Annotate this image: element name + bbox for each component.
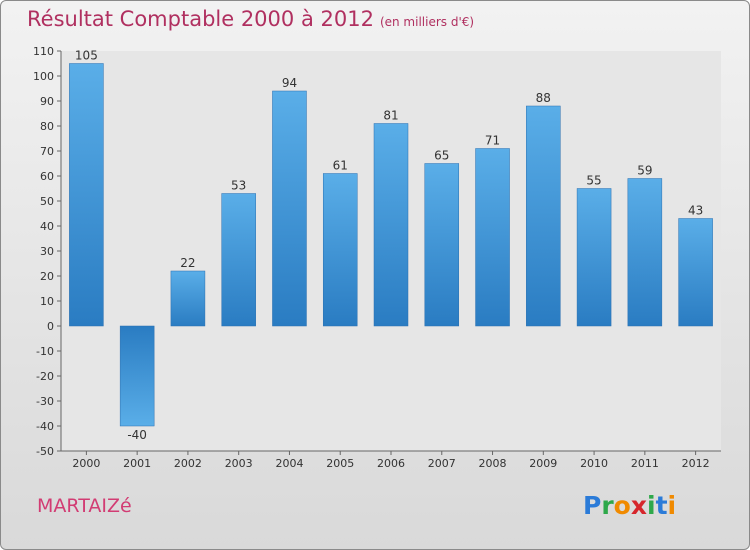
y-tick-label: 10 xyxy=(40,295,54,308)
chart-title: Résultat Comptable 2000 à 2012 (en millie… xyxy=(27,7,474,31)
y-tick-label: 90 xyxy=(40,95,54,108)
data-label: 43 xyxy=(688,204,703,218)
y-tick-label: -30 xyxy=(36,395,54,408)
data-label: 53 xyxy=(231,179,246,193)
bars xyxy=(69,63,713,427)
logo-letter: t xyxy=(655,491,668,520)
x-tick-label: 2008 xyxy=(479,457,507,470)
x-tick-label: 2002 xyxy=(174,457,202,470)
proxiti-logo: Proxiti xyxy=(583,491,676,520)
x-tick-label: 2009 xyxy=(529,457,557,470)
axes: 1101009080706050403020100-10-20-30-40-50… xyxy=(33,45,721,470)
x-tick-label: 2001 xyxy=(123,457,151,470)
y-tick-label: 60 xyxy=(40,170,54,183)
data-label: 65 xyxy=(434,149,449,163)
data-label: 61 xyxy=(333,159,348,173)
bar xyxy=(322,173,358,327)
data-label: 22 xyxy=(180,256,195,270)
logo-letter: x xyxy=(630,491,647,520)
logo-letter: r xyxy=(601,491,614,520)
bar xyxy=(69,63,104,327)
data-label: 55 xyxy=(586,174,601,188)
data-label: 81 xyxy=(383,109,398,123)
y-tick-label: 110 xyxy=(33,45,54,58)
data-labels: 105 -40 22 53 94 61 81 65 71 88 55 59 43 xyxy=(75,49,703,443)
bar xyxy=(221,193,256,327)
y-tick-label: -20 xyxy=(36,370,54,383)
x-tick-label: 2000 xyxy=(72,457,100,470)
x-tick-label: 2010 xyxy=(580,457,608,470)
y-tick-label: -10 xyxy=(36,345,54,358)
town-name: MARTAIZé xyxy=(37,495,132,517)
y-tick-label: 30 xyxy=(40,245,54,258)
x-tick-label: 2005 xyxy=(326,457,354,470)
data-label: 71 xyxy=(485,134,500,148)
x-tick-label: 2007 xyxy=(428,457,456,470)
bar xyxy=(424,163,460,327)
logo-letter: i xyxy=(647,491,656,520)
bar xyxy=(170,270,206,327)
data-label: 59 xyxy=(637,164,652,178)
logo-letter: i xyxy=(667,491,677,520)
y-tick-label: -40 xyxy=(36,420,54,433)
bar xyxy=(119,325,155,427)
bar xyxy=(272,90,307,327)
bar xyxy=(526,105,561,327)
logo-letter: o xyxy=(613,491,631,520)
data-label: -40 xyxy=(127,428,147,442)
y-tick-label: 80 xyxy=(40,120,54,133)
x-tick-label: 2012 xyxy=(682,457,710,470)
y-tick-label: -50 xyxy=(36,445,54,458)
data-label: 88 xyxy=(536,91,551,105)
y-tick-label: 0 xyxy=(47,320,54,333)
y-tick-label: 70 xyxy=(40,145,54,158)
bar xyxy=(678,218,713,327)
title-text: Résultat Comptable 2000 à 2012 xyxy=(27,7,374,31)
data-label: 94 xyxy=(282,76,297,90)
bar xyxy=(475,148,510,327)
x-tick-label: 2004 xyxy=(275,457,303,470)
bar xyxy=(576,188,612,327)
bar xyxy=(373,123,409,327)
logo-letter: P xyxy=(583,491,602,520)
x-tick-label: 2006 xyxy=(377,457,405,470)
y-tick-label: 50 xyxy=(40,195,54,208)
title-unit: (en milliers d'€) xyxy=(379,15,475,29)
y-tick-label: 40 xyxy=(40,220,54,233)
x-tick-label: 2011 xyxy=(631,457,659,470)
x-tick-label: 2003 xyxy=(225,457,253,470)
y-tick-label: 100 xyxy=(33,70,54,83)
data-label: 105 xyxy=(75,49,98,63)
y-tick-label: 20 xyxy=(40,270,54,283)
bar xyxy=(627,178,663,327)
